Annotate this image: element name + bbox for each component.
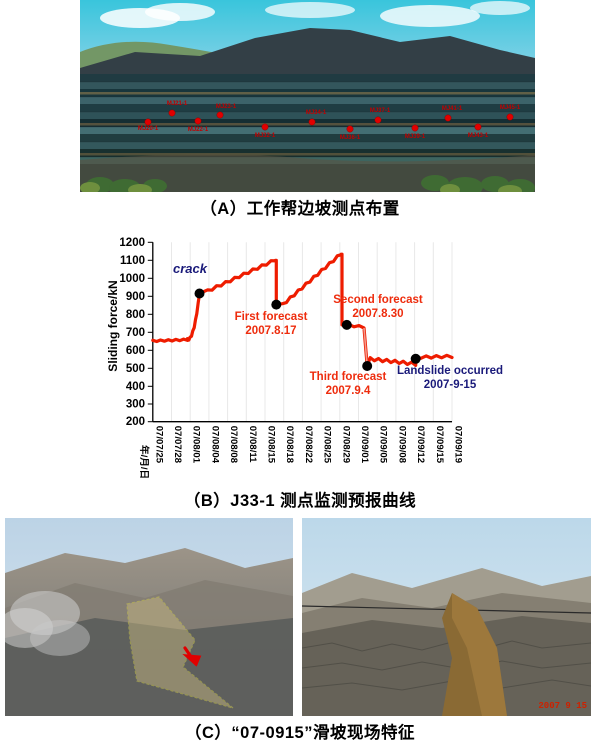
svg-text:400: 400 — [126, 381, 145, 393]
svg-text:MJ43-1: MJ43-1 — [468, 133, 489, 139]
svg-text:07/09/19: 07/09/19 — [453, 426, 464, 463]
svg-text:1000: 1000 — [119, 273, 145, 285]
svg-text:Landslide occurred: Landslide occurred — [397, 365, 503, 377]
svg-text:07/08/29: 07/08/29 — [340, 426, 351, 463]
svg-text:800: 800 — [126, 309, 145, 321]
svg-text:07/08/08: 07/08/08 — [228, 426, 239, 464]
svg-text:MJ20-1: MJ20-1 — [138, 126, 159, 132]
svg-text:MJ23-1: MJ23-1 — [216, 104, 237, 110]
svg-text:07/08/22: 07/08/22 — [303, 426, 314, 463]
svg-text:2007.8.30: 2007.8.30 — [352, 308, 403, 320]
svg-text:Second forecast: Second forecast — [333, 294, 423, 306]
svg-text:2007-9-15: 2007-9-15 — [424, 379, 477, 391]
svg-text:MJ36-1: MJ36-1 — [340, 135, 361, 141]
svg-text:crack: crack — [173, 261, 208, 276]
svg-text:07/09/12: 07/09/12 — [415, 426, 426, 463]
svg-text:MJ41-1: MJ41-1 — [442, 106, 463, 112]
svg-text:Third forecast: Third forecast — [310, 371, 387, 383]
svg-text:07/08/01: 07/08/01 — [191, 426, 202, 464]
svg-text:07/09/01: 07/09/01 — [359, 426, 370, 464]
svg-text:2007 9 15: 2007 9 15 — [538, 701, 587, 711]
svg-text:Sliding force/kN: Sliding force/kN — [106, 280, 120, 371]
svg-text:2007.9.4: 2007.9.4 — [326, 385, 371, 397]
svg-text:07/09/05: 07/09/05 — [378, 426, 389, 464]
svg-text:900: 900 — [126, 291, 145, 303]
svg-text:2007.8.17: 2007.8.17 — [245, 325, 296, 337]
svg-text:年/月/日: 年/月/日 — [138, 445, 150, 479]
svg-text:700: 700 — [126, 327, 145, 339]
svg-text:First forecast: First forecast — [235, 311, 308, 323]
svg-text:1200: 1200 — [119, 237, 145, 249]
svg-text:07/08/04: 07/08/04 — [209, 426, 220, 464]
svg-text:07/09/15: 07/09/15 — [434, 426, 445, 464]
svg-text:MJ32-1: MJ32-1 — [255, 133, 276, 139]
svg-text:600: 600 — [126, 345, 145, 357]
svg-text:1100: 1100 — [120, 255, 145, 267]
svg-text:07/07/25: 07/07/25 — [153, 426, 164, 464]
svg-text:07/08/25: 07/08/25 — [322, 426, 333, 464]
svg-text:500: 500 — [126, 363, 145, 375]
svg-text:MJ45-1: MJ45-1 — [500, 105, 521, 111]
svg-text:07/08/15: 07/08/15 — [266, 426, 277, 464]
svg-text:MJ39-1: MJ39-1 — [405, 134, 426, 140]
svg-text:07/08/18: 07/08/18 — [284, 426, 295, 464]
svg-text:07/07/28: 07/07/28 — [172, 426, 183, 464]
svg-text:MJ34-1: MJ34-1 — [306, 110, 327, 116]
svg-text:200: 200 — [126, 416, 145, 428]
svg-text:07/08/11: 07/08/11 — [247, 426, 258, 463]
svg-text:MJ37-1: MJ37-1 — [370, 108, 391, 114]
svg-text:MJ22-1: MJ22-1 — [188, 127, 209, 133]
svg-text:MJ21-1: MJ21-1 — [167, 101, 188, 107]
svg-text:07/09/08: 07/09/08 — [396, 426, 407, 464]
svg-text:300: 300 — [126, 399, 145, 411]
